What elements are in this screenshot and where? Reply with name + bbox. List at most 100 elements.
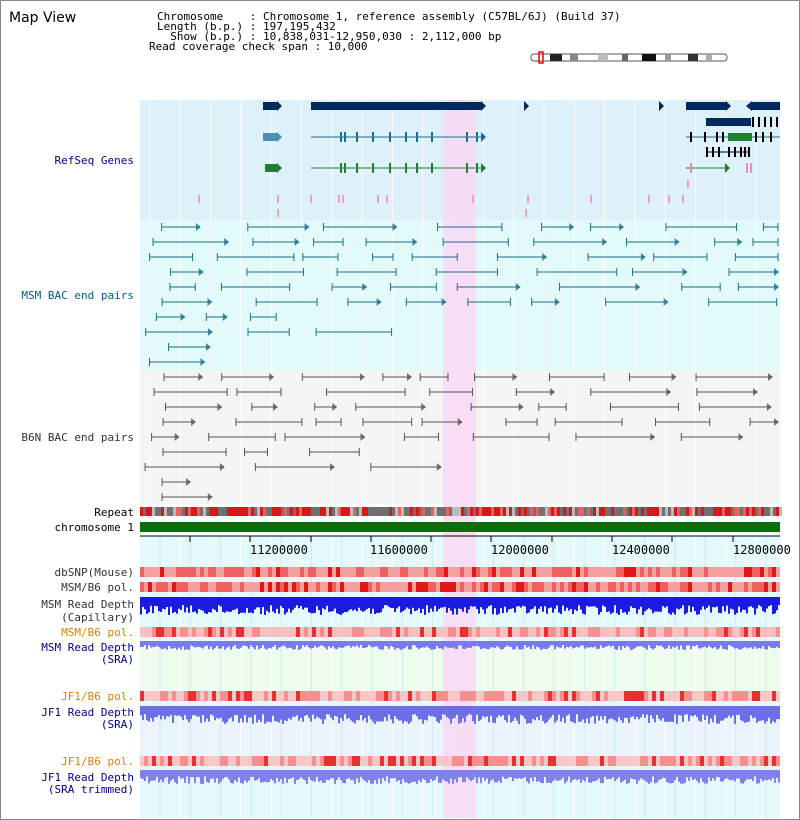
jf1-b6-pol-heat	[160, 691, 164, 701]
track-label-refseq[interactable]: RefSeq Genes	[54, 154, 134, 167]
jf1-b6-pol-heat	[460, 691, 464, 701]
jf1-b6-pol-heat-2	[260, 756, 264, 766]
msm-depth-capillary-bar	[612, 597, 614, 613]
jf1-depth-sra-bar	[758, 706, 760, 721]
jf1-b6-pol-heat	[480, 691, 484, 701]
jf1-depth-trim-bar	[770, 770, 772, 781]
msm-depth-sra-bar	[420, 641, 422, 648]
repeat-segment	[674, 507, 677, 516]
dbsnp-heat	[364, 567, 368, 577]
jf1-depth-sra-bar	[402, 706, 404, 724]
msm-depth-sra-bar	[552, 641, 554, 646]
msm-depth-sra-bar	[414, 641, 416, 646]
msm-b6-pol-heat	[448, 582, 452, 592]
repeat-segment	[578, 507, 581, 516]
track-label-b6n-bac[interactable]: B6N BAC end pairs	[21, 431, 134, 444]
jf1-depth-trim-bar	[414, 770, 416, 782]
msm-b6-pol-heat	[200, 582, 204, 592]
jf1-depth-trim-bar	[320, 770, 322, 781]
msm-depth-sra-bar	[664, 641, 666, 650]
jf1-depth-trim-bar	[678, 770, 680, 782]
jf1-b6-pol-heat-2	[700, 756, 704, 766]
jf1-depth-sra-bar	[398, 706, 400, 721]
msm-b6-pol-heat	[144, 582, 148, 592]
msm-b6-pol-heat	[584, 582, 588, 592]
repeat-segment	[626, 507, 629, 516]
msm-depth-sra-bar	[210, 641, 212, 647]
jf1-depth-trim-bar	[236, 770, 238, 782]
msm-depth-sra-bar	[688, 641, 690, 646]
jf1-b6-pol-heat	[672, 691, 676, 701]
dbsnp-heat	[536, 567, 540, 577]
msm-b6-pol-heat	[604, 582, 608, 592]
msm-depth-capillary-bar	[152, 597, 154, 614]
repeat-segment	[302, 507, 305, 516]
msm-depth-capillary-bar	[746, 597, 748, 614]
msm-depth-capillary-bar	[676, 597, 678, 609]
jf1-depth-trim-bar	[428, 770, 430, 783]
jf1-b6-pol-heat-2	[564, 756, 568, 766]
msm-depth-capillary-bar	[760, 597, 762, 607]
jf1-depth-trim-bar	[674, 770, 676, 781]
track-label-msm-bac[interactable]: MSM BAC end pairs	[21, 289, 134, 302]
jf1-depth-sra-bar	[430, 706, 432, 717]
jf1-b6-pol-heat-2	[620, 756, 624, 766]
jf1-depth-trim-bar	[360, 770, 362, 777]
msm-depth-sra-bar	[754, 641, 756, 647]
jf1-depth-sra-bar	[776, 706, 778, 720]
jf1-depth-trim-bar	[628, 770, 630, 784]
repeat-segment	[548, 507, 551, 516]
repeat-segment	[629, 507, 632, 516]
msm-depth-sra-bar	[646, 641, 648, 650]
jf1-depth-trim-bar	[626, 770, 628, 784]
jf1-depth-trim-bar	[218, 770, 220, 784]
msm-depth-sra-bar	[278, 641, 280, 648]
repeat-segment	[644, 507, 647, 516]
msm-b6-pol-heat	[380, 582, 384, 592]
msm-depth-capillary-bar	[586, 597, 588, 606]
msm-depth-capillary-bar	[440, 597, 442, 608]
jf1-depth-sra-bar	[142, 706, 144, 721]
msm-depth-capillary-bar	[372, 597, 374, 609]
jf1-depth-sra-bar	[186, 706, 188, 720]
jf1-depth-sra-bar	[164, 706, 166, 720]
jf1-depth-trim-bar	[480, 770, 482, 784]
msm-depth-sra-bar	[250, 641, 252, 646]
jf1-b6-pol-heat	[288, 691, 292, 701]
jf1-depth-sra-bar	[364, 706, 366, 719]
repeat-segment	[317, 507, 320, 516]
jf1-b6-pol-heat-2	[372, 756, 376, 766]
repeat-segment	[539, 507, 542, 516]
dbsnp-heat	[744, 567, 748, 577]
jf1-depth-sra-bar	[252, 706, 254, 724]
gene-exon	[770, 117, 772, 127]
dbsnp-heat	[676, 567, 680, 577]
msm-depth-capillary-bar	[748, 597, 750, 607]
msm-depth-capillary-bar	[200, 597, 202, 610]
repeat-segment	[443, 507, 446, 516]
jf1-depth-sra-bar	[458, 706, 460, 724]
jf1-b6-pol-heat	[248, 691, 252, 701]
jf1-b6-pol-heat	[664, 691, 668, 701]
jf1-depth-sra-bar	[532, 706, 534, 720]
msm-b6-pol-heat-2	[324, 627, 328, 637]
dbsnp-heat	[516, 567, 520, 577]
msm-depth-capillary-bar	[602, 597, 604, 606]
refseq-gene	[752, 102, 780, 110]
jf1-depth-trim-bar	[596, 770, 598, 781]
jf1-depth-trim-bar	[614, 770, 616, 782]
jf1-depth-trim-bar	[664, 770, 666, 779]
msm-b6-pol-heat-2	[768, 627, 772, 637]
msm-b6-pol-heat-2	[288, 627, 292, 637]
dbsnp-heat	[540, 567, 544, 577]
msm-depth-capillary-bar	[380, 597, 382, 613]
repeat-segment	[395, 507, 398, 516]
jf1-depth-sra-bar	[296, 706, 298, 716]
jf1-depth-trim-bar	[432, 770, 434, 781]
repeat-segment	[707, 507, 710, 516]
jf1-b6-pol-heat	[652, 691, 656, 701]
jf1-b6-pol-heat-2	[348, 756, 352, 766]
msm-depth-sra-bar	[648, 641, 650, 646]
jf1-depth-sra-bar	[718, 706, 720, 724]
